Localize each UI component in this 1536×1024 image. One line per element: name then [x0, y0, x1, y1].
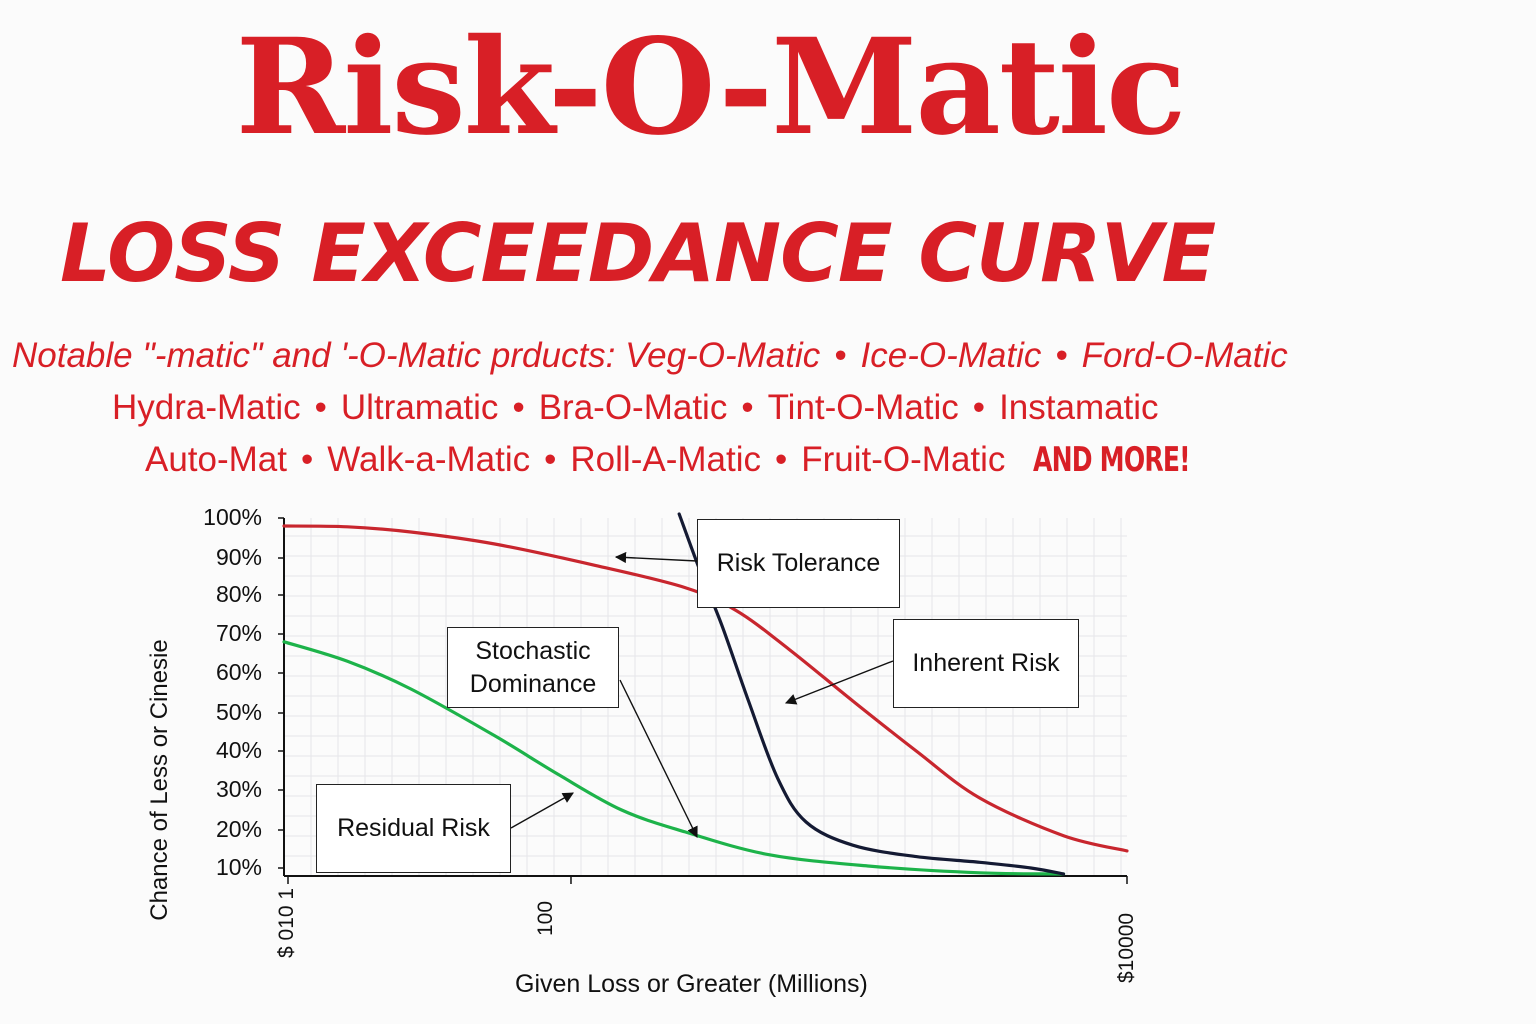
product-item: Ice-O-Matic: [860, 336, 1042, 375]
x-tick-label: $ 010 1: [275, 887, 298, 958]
product-item: Fruit-O-Matic: [801, 440, 1006, 479]
y-tick-label: 50%: [215, 699, 262, 725]
page-title: Risk-O-Matic: [235, 10, 1187, 165]
separator: •: [972, 388, 986, 427]
y-tick-label: 90%: [215, 544, 262, 570]
products-line-3: Auto-Mat • Walk-a-Matic • Roll-A-Matic • Fruit…: [145, 442, 1225, 477]
x-tick-label: $10000: [1115, 912, 1138, 983]
y-tick-label: 100%: [203, 504, 262, 530]
product-item: Hydra-Matic: [112, 388, 301, 427]
y-tick-label: 40%: [215, 737, 262, 763]
product-item: Walk-a-Matic: [327, 440, 531, 479]
product-item: Tint-O-Matic: [767, 388, 959, 427]
y-axis-label: Chance of Less or Cinesie: [146, 639, 173, 921]
chart-series: [282, 512, 1129, 876]
series-residual-risk: [282, 640, 1066, 876]
arrow-stochastic-dominance: [619, 679, 698, 839]
products-intro: Notable "-matic" and '-O-Matic prducts: …: [12, 336, 821, 375]
product-item: Ultramatic: [340, 388, 499, 427]
and-more-tag: AND MORE!: [1033, 440, 1191, 480]
annotation-stochastic-dominance: Stochastic Dominance: [447, 627, 619, 708]
series-inherent-risk: [282, 524, 1129, 853]
products-line-1: Notable "-matic" and '-O-Matic prducts: …: [12, 338, 1288, 373]
annotation-residual-risk: Residual Risk: [316, 784, 511, 873]
series-risk-tolerance: [677, 512, 1066, 876]
product-item: Bra-O-Matic: [538, 388, 728, 427]
annotation-inherent-risk: Inherent Risk: [893, 619, 1079, 708]
y-tick-label: 80%: [215, 581, 262, 607]
x-axis-label: Given Loss or Greater (Millions): [515, 970, 868, 998]
separator: •: [741, 388, 754, 427]
page-subtitle: LOSS EXCEEDANCE CURVE: [60, 207, 1216, 300]
product-item: Roll-A-Matic: [570, 440, 761, 479]
products-line-2: Hydra-Matic • Ultramatic • Bra-O-Matic • Tint-…: [112, 390, 1159, 425]
chart-annotation-arrows: [510, 551, 894, 839]
y-tick-label: 30%: [215, 776, 262, 802]
x-tick-label: 100: [534, 900, 557, 936]
separator: •: [512, 388, 525, 427]
annotation-risk-tolerance: Risk Tolerance: [697, 519, 900, 608]
separator: •: [834, 336, 847, 375]
y-tick-label: 10%: [215, 854, 262, 880]
product-item: Ford-O-Matic: [1081, 336, 1288, 375]
separator: •: [314, 388, 327, 427]
product-item: Auto-Mat: [145, 440, 287, 479]
chart-axes: [278, 517, 1128, 884]
arrow-residual-risk: [510, 792, 574, 829]
product-item: Instamatic: [999, 388, 1159, 427]
separator: •: [1055, 336, 1068, 375]
arrow-risk-tolerance: [614, 551, 698, 564]
y-tick-label: 20%: [215, 816, 262, 842]
separator: •: [774, 440, 788, 479]
arrow-inherent-risk: [784, 660, 894, 705]
y-tick-label: 70%: [215, 620, 262, 646]
y-tick-label: 60%: [215, 659, 262, 685]
separator: •: [301, 440, 314, 479]
separator: •: [544, 440, 557, 479]
